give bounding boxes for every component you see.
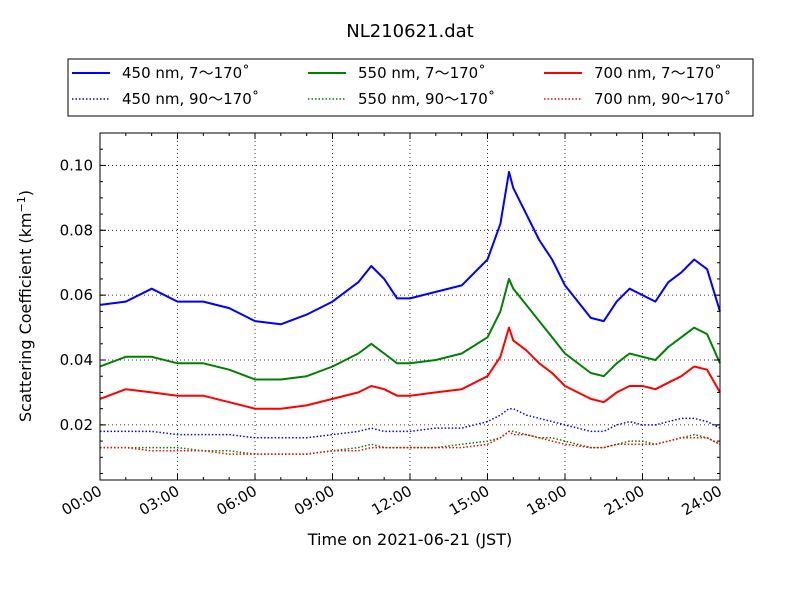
x-tick-label: 24:00 (679, 482, 725, 519)
series-line-0 (99, 170, 721, 326)
x-tick-label: 21:00 (601, 482, 647, 519)
y-tick-label: 0.08 (60, 221, 93, 239)
x-tick-label: 06:00 (214, 482, 260, 519)
series-line-5 (100, 430, 721, 455)
x-axis-label: Time on 2021-06-21 (JST) (307, 530, 512, 549)
legend-label-1: 450 nm, 90～170˚ (122, 90, 259, 108)
x-tick-label: 00:00 (59, 482, 105, 519)
x-tick-label: 18:00 (524, 482, 570, 519)
y-axis-label-main: Scattering Coefficient (km (16, 212, 35, 422)
legend-label-2: 550 nm, 7～170˚ (358, 64, 486, 82)
x-tick-label: 03:00 (136, 482, 182, 519)
x-tick-label: 15:00 (446, 482, 492, 519)
y-axis-label: Scattering Coefficient (km−1) (15, 190, 35, 422)
x-tick-label: 09:00 (291, 482, 337, 519)
grid (100, 133, 720, 480)
chart-title: NL210621.dat (346, 21, 473, 42)
y-axis-label-exponent: −1 (15, 196, 28, 212)
series-line-4 (99, 326, 721, 410)
series-line-1 (100, 407, 721, 439)
y-tick-label: 0.06 (60, 286, 93, 304)
legend-label-4: 700 nm, 7～170˚ (594, 64, 722, 82)
y-tick-label: 0.10 (60, 156, 93, 174)
legend-label-3: 550 nm, 90～170˚ (358, 90, 495, 108)
x-tick-label: 12:00 (369, 482, 415, 519)
series-line-3 (100, 430, 721, 455)
ticks: 00:00 03:00 06:00 09:00 12:00 15:00 18:00 21:00… (59, 133, 725, 519)
legend: 450 nm, 7～170˚ 450 nm, 90～170˚ 550 nm, 7～1… (67, 58, 754, 117)
y-axis-label-close: ) (16, 190, 35, 196)
legend-label-5: 700 nm, 90～170˚ (594, 90, 731, 108)
legend-label-0: 450 nm, 7～170˚ (122, 64, 250, 82)
legend-box (67, 58, 754, 117)
series-line-2 (99, 277, 721, 381)
y-tick-label: 0.02 (60, 416, 93, 434)
series-layer (99, 170, 721, 455)
y-tick-label: 0.04 (60, 351, 93, 369)
